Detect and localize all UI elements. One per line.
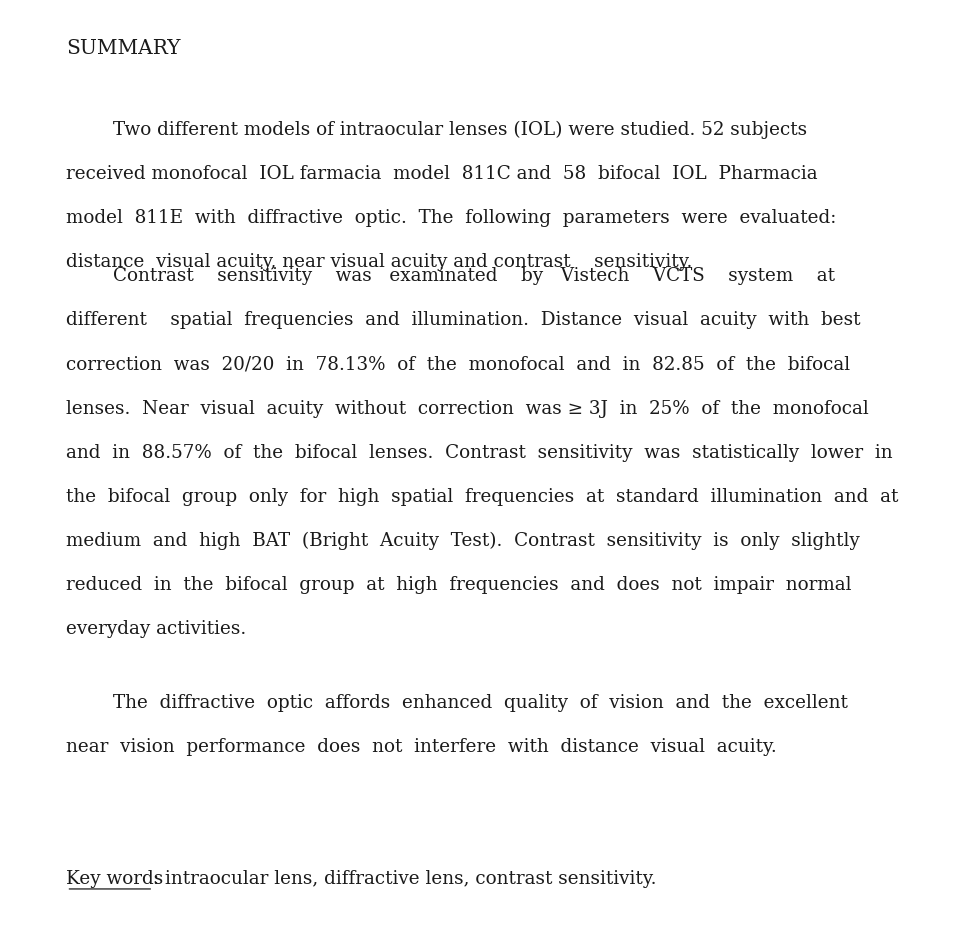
- Text: Two different models of intraocular lenses (IOL) were studied. 52 subjects: Two different models of intraocular lens…: [66, 121, 807, 139]
- Text: SUMMARY: SUMMARY: [66, 39, 181, 57]
- Text: correction  was  20/20  in  78.13%  of  the  monofocal  and  in  82.85  of  the : correction was 20/20 in 78.13% of the mo…: [66, 355, 851, 373]
- Text: : intraocular lens, diffractive lens, contrast sensitivity.: : intraocular lens, diffractive lens, co…: [154, 870, 657, 887]
- Text: different    spatial  frequencies  and  illumination.  Distance  visual  acuity : different spatial frequencies and illumi…: [66, 311, 861, 329]
- Text: medium  and  high  BAT  (Bright  Acuity  Test).  Contrast  sensitivity  is  only: medium and high BAT (Bright Acuity Test)…: [66, 531, 860, 550]
- Text: the  bifocal  group  only  for  high  spatial  frequencies  at  standard  illumi: the bifocal group only for high spatial …: [66, 488, 899, 505]
- Text: distance  visual acuity, near visual acuity and contrast    sensitivity.: distance visual acuity, near visual acui…: [66, 252, 693, 271]
- Text: reduced  in  the  bifocal  group  at  high  frequencies  and  does  not  impair : reduced in the bifocal group at high fre…: [66, 575, 852, 593]
- Text: model  811E  with  diffractive  optic.  The  following  parameters  were  evalua: model 811E with diffractive optic. The f…: [66, 209, 837, 226]
- Text: received monofocal  IOL farmacia  model  811C and  58  bifocal  IOL  Pharmacia: received monofocal IOL farmacia model 81…: [66, 165, 818, 183]
- Text: near  vision  performance  does  not  interfere  with  distance  visual  acuity.: near vision performance does not interfe…: [66, 738, 778, 756]
- Text: lenses.  Near  visual  acuity  without  correction  was ≥ 3J  in  25%  of  the  : lenses. Near visual acuity without corre…: [66, 399, 869, 417]
- Text: and  in  88.57%  of  the  bifocal  lenses.  Contrast  sensitivity  was  statisti: and in 88.57% of the bifocal lenses. Con…: [66, 443, 893, 461]
- Text: The  diffractive  optic  affords  enhanced  quality  of  vision  and  the  excel: The diffractive optic affords enhanced q…: [66, 693, 849, 711]
- Text: everyday activities.: everyday activities.: [66, 619, 247, 637]
- Text: Contrast    sensitivity    was   examinated    by   Vistech    VCTS    system   : Contrast sensitivity was examinated by V…: [66, 267, 835, 285]
- Text: Key words: Key words: [66, 870, 164, 887]
